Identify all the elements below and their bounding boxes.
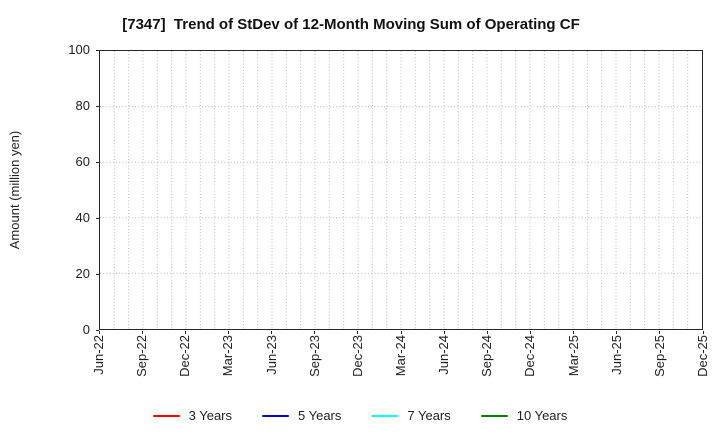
legend-line-swatch <box>371 414 399 418</box>
x-tick-mark <box>616 331 618 335</box>
x-tick-mark <box>227 331 229 335</box>
x-tick-mark <box>443 331 445 335</box>
y-tick-mark <box>96 273 99 275</box>
y-tick-label: 0 <box>82 322 90 337</box>
y-tick-label: 20 <box>75 266 90 281</box>
x-tick-mark <box>659 331 661 335</box>
y-tick-mark <box>96 49 99 51</box>
legend-item-3-years: 3 Years <box>152 408 232 424</box>
x-tick-label: Mar-24 <box>393 335 408 377</box>
legend-item-7-years: 7 Years <box>371 408 451 424</box>
x-tick-mark <box>271 331 273 335</box>
x-tick-label: Jun-24 <box>436 335 452 375</box>
x-tick-label: Jun-25 <box>608 335 624 375</box>
legend-line-swatch <box>262 414 289 418</box>
x-tick-mark <box>529 331 531 335</box>
legend-label: 7 Years <box>407 408 451 423</box>
y-axis-label: Amount (million yen) <box>7 130 22 250</box>
x-tick-label: Jun-22 <box>91 335 106 375</box>
y-tick-mark <box>96 217 99 219</box>
legend-item-10-years: 10 Years <box>480 408 568 424</box>
x-tick-label: Dec-25 <box>695 335 710 377</box>
x-tick-label: Mar-25 <box>565 335 581 377</box>
x-tick-mark <box>486 331 488 335</box>
y-tick-mark <box>96 161 99 163</box>
x-tick-mark <box>573 331 575 335</box>
legend-line-swatch <box>152 414 180 418</box>
y-tick-label: 100 <box>68 42 90 57</box>
x-tick-label: Mar-23 <box>220 335 236 377</box>
x-tick-label: Sep-23 <box>306 335 322 377</box>
x-tick-label: Dec-23 <box>349 335 365 377</box>
x-tick-mark <box>141 331 143 335</box>
x-tick-mark <box>184 331 186 335</box>
x-tick-label: Dec-22 <box>177 335 193 377</box>
y-tick-label: 80 <box>75 98 90 113</box>
y-tick-label: 40 <box>75 210 90 225</box>
legend-label: 3 Years <box>188 408 232 423</box>
x-tick-label: Dec-24 <box>522 335 538 377</box>
y-tick-mark <box>96 105 99 107</box>
y-tick-mark <box>96 329 99 331</box>
x-tick-mark <box>357 331 359 335</box>
legend-line-swatch <box>480 414 508 418</box>
x-tick-mark <box>702 331 704 335</box>
x-tick-mark <box>400 331 402 335</box>
y-tick-label: 60 <box>75 154 90 169</box>
plot-area <box>99 50 703 330</box>
grid-lines <box>100 51 702 329</box>
x-tick-label: Sep-25 <box>651 335 667 377</box>
legend-item-5-years: 5 Years <box>262 408 341 424</box>
x-tick-label: Jun-23 <box>263 335 279 375</box>
x-tick-label: Sep-24 <box>479 335 495 377</box>
x-tick-mark <box>314 331 316 335</box>
chart-title: [7347] Trend of StDev of 12-Month Moving… <box>122 16 580 33</box>
legend: 3 Years 5 Years 7 Years 10 Years <box>0 407 720 425</box>
legend-label: 10 Years <box>516 408 568 423</box>
x-tick-label: Sep-22 <box>134 335 150 377</box>
x-tick-mark <box>98 331 100 335</box>
legend-label: 5 Years <box>298 408 342 423</box>
